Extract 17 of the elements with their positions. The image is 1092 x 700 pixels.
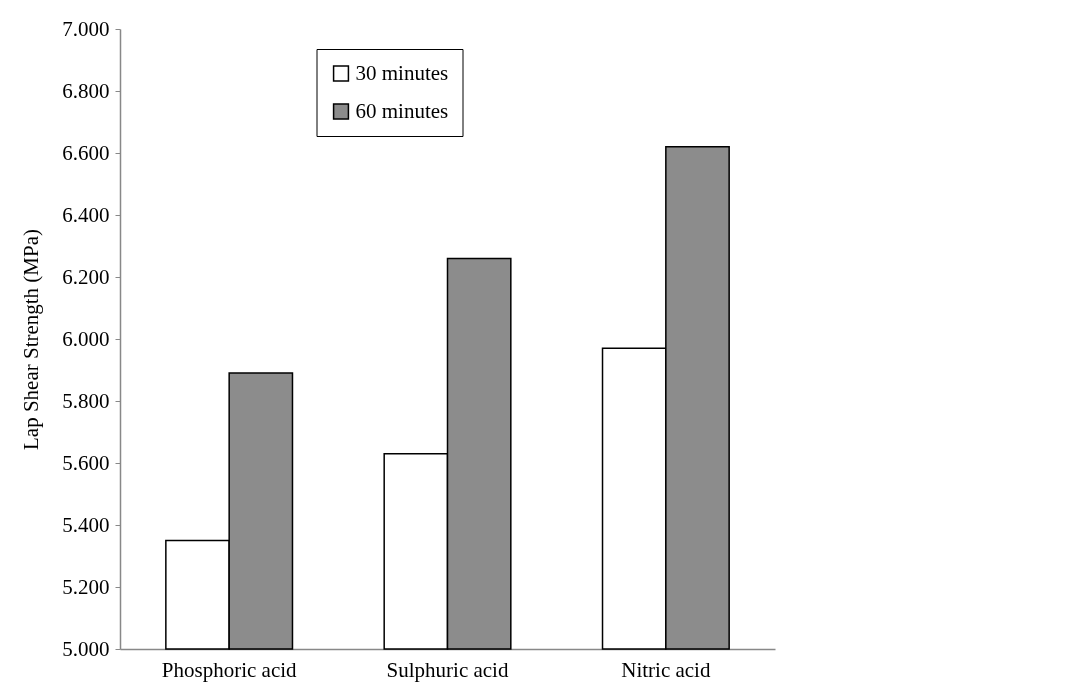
y-tick-label: 6.600: [62, 140, 110, 165]
legend-label: 30 minutes: [355, 60, 449, 85]
y-tick-label: 5.200: [62, 574, 110, 599]
x-tick-label: Phosphoric acid: [161, 657, 298, 682]
legend-label: 60 minutes: [355, 98, 449, 123]
y-tick-label: 5.400: [62, 512, 110, 537]
y-tick-label: 6.000: [62, 326, 110, 351]
y-tick-label: 7.000: [62, 16, 110, 41]
y-tick-label: 6.400: [62, 202, 110, 227]
y-tick-label: 6.200: [62, 264, 110, 289]
x-tick-label: Nitric acid: [621, 657, 711, 682]
x-tick-label: Sulphuric acid: [386, 657, 509, 682]
y-tick-label: 6.800: [62, 78, 110, 103]
y-axis-title: Lap Shear Strength (MPa): [19, 228, 44, 451]
y-tick-label: 5.000: [62, 636, 110, 661]
y-tick-label: 5.600: [62, 450, 110, 475]
y-tick-label: 5.800: [62, 388, 110, 413]
